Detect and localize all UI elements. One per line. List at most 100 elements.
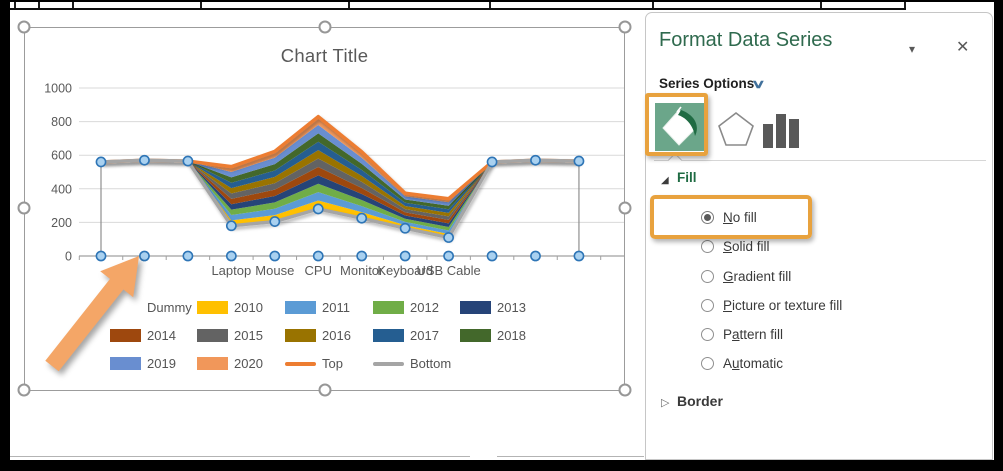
data-point-marker[interactable]	[573, 250, 585, 262]
legend-item-2020[interactable]: 2020	[197, 355, 263, 372]
selection-handle-bottom-left[interactable]	[17, 383, 31, 397]
radio-button-icon[interactable]	[701, 239, 714, 253]
radio-option-pattern-fill[interactable]: Pattern fill	[701, 324, 783, 344]
legend-item-dummy[interactable]: Dummy	[110, 299, 192, 316]
selection-handle-top-mid[interactable]	[318, 20, 332, 34]
radio-button-icon[interactable]	[701, 327, 714, 341]
data-point-marker[interactable]	[399, 222, 411, 234]
legend-item-2010[interactable]: 2010	[197, 299, 263, 316]
radio-option-label: Gradient fill	[723, 268, 792, 284]
data-point-marker[interactable]	[530, 154, 541, 166]
legend-swatch	[460, 329, 491, 342]
data-point-marker[interactable]	[225, 250, 237, 262]
area-series-2014[interactable]	[101, 160, 579, 224]
radio-option-solid-fill[interactable]: Solid fill	[701, 236, 770, 256]
series-options-label[interactable]: Series Options	[659, 76, 755, 91]
data-point-marker[interactable]	[356, 250, 368, 262]
tab-effects[interactable]	[717, 111, 755, 147]
radio-option-label: Picture or texture fill	[723, 297, 843, 313]
legend-label: 2014	[147, 328, 176, 343]
legend-item-bottom[interactable]: Bottom	[373, 355, 451, 372]
data-point-marker[interactable]	[399, 250, 411, 262]
data-point-marker[interactable]	[225, 220, 237, 232]
area-series-2017[interactable]	[101, 141, 579, 213]
radio-button-icon[interactable]	[701, 269, 714, 283]
legend-item-2014[interactable]: 2014	[110, 327, 176, 344]
fill-section-expand-icon[interactable]: ◢	[661, 175, 669, 186]
selection-handle-bottom-right[interactable]	[618, 383, 632, 397]
plot-area[interactable]: 0 200 400 600 800 1000 Laptop Mouse CPU Monitor Ke…	[25, 28, 626, 390]
area-series-2015[interactable]	[101, 158, 579, 220]
close-icon[interactable]: ✕	[956, 39, 970, 56]
data-point-marker[interactable]	[530, 250, 541, 262]
selection-handle-bottom-mid[interactable]	[318, 383, 332, 397]
data-point-marker[interactable]	[139, 154, 150, 166]
radio-option-automatic[interactable]: Automatic	[701, 353, 783, 373]
border-section-header[interactable]: Border	[677, 393, 723, 409]
radio-option-picture-fill[interactable]: Picture or texture fill	[701, 295, 842, 315]
data-point-marker[interactable]	[573, 155, 585, 167]
data-point-marker[interactable]	[269, 250, 281, 262]
data-point-marker[interactable]	[312, 203, 324, 215]
selection-handle-mid-right[interactable]	[618, 201, 632, 215]
radio-button-icon[interactable]	[701, 298, 714, 312]
legend-item-top[interactable]: Top	[285, 355, 343, 372]
data-point-marker[interactable]	[356, 212, 368, 224]
selection-handle-top-right[interactable]	[618, 20, 632, 34]
legend-item-2012[interactable]: 2012	[373, 299, 439, 316]
data-point-marker[interactable]	[486, 250, 498, 262]
radio-option-no-fill[interactable]: No fill	[701, 207, 757, 227]
border-section-collapse-icon[interactable]: ▷	[661, 397, 670, 409]
tab-series-options[interactable]	[761, 110, 801, 148]
chart-legend[interactable]: Dummy 2010 2011 2012 2013 2014 2015 2016 2017 201…	[25, 28, 624, 390]
chart-title[interactable]: Chart Title	[280, 45, 369, 66]
data-point-marker[interactable]	[182, 155, 194, 167]
cell-border	[652, 2, 654, 9]
x-axis-label: Laptop	[211, 263, 251, 278]
selection-handle-mid-left[interactable]	[17, 201, 31, 215]
legend-item-2013[interactable]: 2013	[460, 299, 526, 316]
legend-label: 2016	[322, 328, 351, 343]
sheet-row-line	[10, 456, 470, 457]
line-series-Bottom[interactable]	[100, 158, 579, 240]
data-point-marker[interactable]	[486, 156, 498, 168]
selection-handle-top-left[interactable]	[17, 20, 31, 34]
legend-label: 2012	[410, 300, 439, 315]
legend-item-2015[interactable]: 2015	[197, 327, 263, 344]
radio-button-icon[interactable]	[701, 356, 714, 370]
data-point-marker[interactable]	[312, 250, 324, 262]
cell-border	[14, 2, 16, 9]
radio-option-label: Pattern fill	[723, 326, 784, 342]
legend-item-2018[interactable]: 2018	[460, 327, 526, 344]
area-series-2013[interactable]	[101, 160, 579, 227]
chart-object[interactable]: 0 200 400 600 800 1000 Laptop Mouse CPU Monitor Ke…	[24, 27, 626, 391]
x-axis-label: USB Cable	[416, 263, 480, 278]
data-point-marker[interactable]	[269, 216, 281, 227]
legend-item-2019[interactable]: 2019	[110, 355, 176, 372]
data-point-marker[interactable]	[443, 250, 454, 262]
chevron-down-icon[interactable]: ∨	[750, 77, 766, 91]
legend-item-2017[interactable]: 2017	[373, 327, 439, 344]
y-axis-label: 800	[51, 115, 72, 129]
legend-swatch	[110, 329, 141, 342]
legend-label: 2015	[234, 328, 263, 343]
data-point-marker[interactable]	[443, 232, 454, 243]
pane-dropdown-icon[interactable]: ▾	[909, 42, 916, 56]
legend-item-2011[interactable]: 2011	[285, 299, 350, 316]
legend-label: 2013	[497, 300, 526, 315]
data-point-marker[interactable]	[182, 250, 194, 262]
format-data-series-pane: Format Data Series ▾ ✕ Series Options ∨	[645, 12, 993, 460]
legend-swatch	[197, 357, 228, 370]
area-series-2012[interactable]	[101, 160, 579, 231]
fill-section-header[interactable]: Fill	[677, 170, 697, 185]
data-point-marker[interactable]	[95, 156, 107, 168]
cell-border	[200, 2, 202, 9]
cell-border	[820, 2, 822, 9]
y-axis-label: 600	[51, 149, 72, 163]
legend-item-2016[interactable]: 2016	[285, 327, 351, 344]
area-series-2016[interactable]	[101, 150, 579, 217]
radio-option-gradient-fill[interactable]: Gradient fill	[701, 266, 791, 286]
tab-fill-and-line[interactable]	[655, 103, 705, 151]
radio-button-icon[interactable]	[701, 210, 714, 224]
data-point-marker[interactable]	[139, 250, 150, 262]
